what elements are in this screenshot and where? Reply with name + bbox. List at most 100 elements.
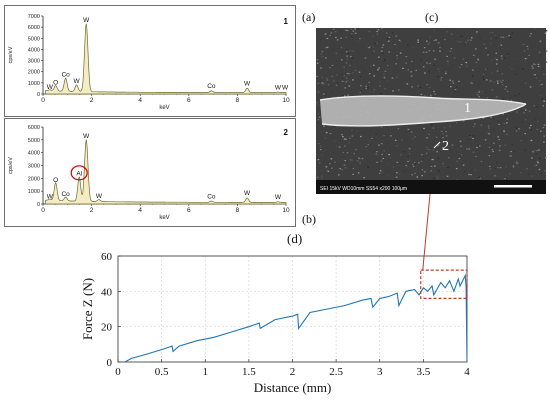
sem-texture-grain	[504, 178, 507, 180]
sem-texture-grain	[531, 175, 533, 177]
sem-texture-grain	[518, 128, 520, 130]
sem-texture-grain	[536, 160, 539, 162]
sem-texture-grain	[359, 91, 362, 93]
sem-texture-grain	[404, 131, 407, 133]
sem-texture-grain	[349, 64, 351, 67]
sem-texture-grain	[507, 55, 510, 57]
sem-texture-grain	[317, 119, 320, 121]
sem-texture-grain	[325, 47, 328, 49]
y-tick-label: 2000	[28, 176, 40, 182]
sem-texture-grain	[426, 62, 428, 64]
sem-texture-grain	[438, 170, 440, 172]
sem-texture-grain	[479, 37, 482, 39]
y-tick-label: 0	[37, 92, 40, 98]
sem-texture-grain	[484, 139, 487, 141]
sem-texture-grain	[523, 43, 525, 46]
scratch-edge-top	[319, 95, 527, 105]
x-axis-label: keV	[159, 215, 169, 221]
sem-texture-grain	[419, 86, 422, 88]
sem-texture-grain	[542, 105, 545, 107]
sem-texture-grain	[413, 161, 416, 164]
scale-bar	[494, 185, 532, 188]
sem-texture-grain	[499, 167, 502, 169]
sem-texture-grain	[411, 60, 413, 63]
sem-texture-grain	[343, 75, 346, 77]
sem-texture-grain	[358, 157, 360, 159]
sem-texture-grain	[482, 73, 485, 75]
sem-texture-grain	[465, 41, 467, 43]
sem-texture-grain	[333, 140, 336, 142]
y-tick-label: 5000	[28, 138, 40, 144]
sem-texture-grain	[331, 48, 334, 50]
peak-label: W	[83, 17, 90, 24]
peak-label: Co	[61, 191, 70, 198]
sem-texture-grain	[501, 73, 504, 75]
sem-texture-grain	[506, 175, 509, 177]
sem-texture-grain	[543, 100, 545, 102]
sem-texture-grain	[330, 32, 333, 34]
sem-texture-grain	[348, 73, 350, 75]
sem-texture-grain	[455, 163, 457, 165]
sem-texture-grain	[533, 88, 535, 90]
sem-texture-grain	[460, 145, 462, 147]
sem-texture-grain	[447, 63, 449, 65]
sem-texture-grain	[437, 177, 439, 179]
sem-texture-grain	[405, 62, 407, 64]
sem-texture-grain	[319, 149, 322, 151]
sem-image: 1 2 SEI 15kV WD10mm SS54 x200 100μm	[316, 28, 548, 194]
x-tick-label: 6	[187, 97, 191, 104]
sem-texture-grain	[371, 137, 373, 139]
sem-texture-grain	[323, 139, 326, 142]
sem-texture-grain	[488, 155, 491, 157]
y-tick-label: 2000	[28, 70, 40, 76]
sem-texture-grain	[474, 169, 476, 171]
sem-texture-grain	[411, 174, 413, 176]
sem-texture-grain	[320, 67, 322, 69]
sem-texture-grain	[325, 169, 328, 171]
sem-texture-grain	[386, 38, 389, 40]
sem-texture-grain	[475, 61, 478, 64]
sem-texture-grain	[451, 38, 453, 40]
sem-texture-grain	[407, 128, 410, 130]
sem-texture-grain	[478, 176, 480, 178]
sem-texture-grain	[380, 93, 382, 95]
sem-texture-grain	[512, 166, 515, 168]
peak-label: W	[47, 193, 54, 200]
peak-label: O	[53, 79, 58, 86]
sem-texture-grain	[442, 46, 444, 48]
sem-texture-grain	[435, 39, 437, 41]
sem-texture-grain	[497, 121, 500, 123]
sem-texture-grain	[354, 69, 357, 72]
sem-texture-grain	[340, 37, 342, 39]
sem-texture-grain	[445, 67, 447, 69]
sem-texture-grain	[423, 172, 426, 174]
sem-texture-grain	[367, 166, 369, 168]
sem-texture-grain	[321, 77, 324, 79]
sem-texture-grain	[454, 89, 457, 91]
sem-texture-grain	[436, 175, 438, 177]
sem-texture-grain	[377, 28, 380, 30]
sem-texture-grain	[376, 161, 378, 163]
eds-spectrum-1-chart: 0 1000 2000 3000 4000 5000 6000 7000 0 2 4 6 8 10 keV c…	[8, 14, 290, 111]
sem-texture-grain	[412, 46, 414, 48]
sem-texture-grain	[346, 58, 348, 60]
sem-texture-grain	[469, 136, 472, 138]
sem-texture-grain	[502, 79, 504, 81]
panel-label-d: (d)	[287, 231, 303, 246]
sem-texture-grain	[475, 155, 477, 158]
sem-texture-grain	[500, 44, 503, 46]
sem-texture-grain	[342, 95, 344, 97]
y-tick-label: 1000	[28, 189, 40, 195]
sem-texture-grain	[428, 50, 431, 52]
spectrum-number: 1	[284, 17, 289, 26]
sem-texture-grain	[424, 171, 426, 173]
sem-texture-grain	[520, 140, 522, 142]
sem-texture-grain	[472, 69, 474, 71]
sem-texture-grain	[437, 157, 440, 159]
sem-texture-grain	[515, 130, 518, 132]
sem-texture-grain	[472, 54, 475, 56]
sem-texture-grain	[472, 137, 474, 139]
sem-texture-grain	[361, 158, 364, 160]
sem-texture-grain	[471, 37, 473, 39]
y-tick-label: 0	[107, 357, 113, 369]
